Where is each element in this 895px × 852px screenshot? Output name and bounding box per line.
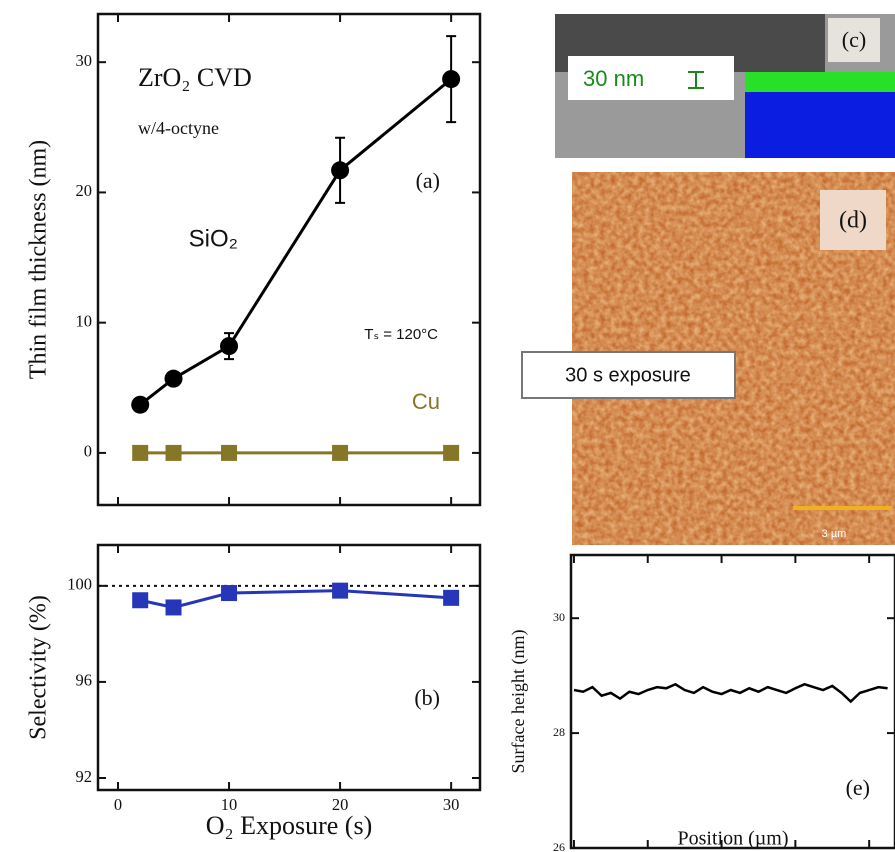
scale-label: 3 µm <box>822 528 847 540</box>
data-point <box>221 444 238 461</box>
series-line <box>573 682 888 704</box>
scale-bar <box>688 71 704 89</box>
y-tick-label: 28 <box>553 725 565 739</box>
panel-c: (c) 30 nm <box>555 14 895 158</box>
data-point <box>443 589 460 606</box>
y-tick-label: 30 <box>76 51 93 70</box>
data-point <box>165 444 182 461</box>
y-axis-label: Selectivity (%) <box>26 595 52 740</box>
annotation: Cu <box>412 389 440 414</box>
y-tick-label: 100 <box>67 575 92 594</box>
data-point <box>332 444 349 461</box>
annotation: Tₛ = 120°C <box>364 326 438 343</box>
y-tick-label: 0 <box>84 442 92 461</box>
panel-label: (c) <box>842 27 866 52</box>
data-point <box>132 444 149 461</box>
data-point <box>331 161 350 180</box>
annotation: (b) <box>414 685 440 710</box>
label-box <box>820 190 886 250</box>
data-point <box>442 70 461 89</box>
data-point <box>164 369 183 388</box>
annotation: (e) <box>846 775 870 800</box>
film-layer <box>745 72 895 92</box>
annotation: (a) <box>416 168 440 193</box>
annotation: w/4-octyne <box>138 118 219 138</box>
x-axis-label: Position (µm) <box>678 828 789 850</box>
y-tick-label: 30 <box>553 610 565 624</box>
y-tick-label: 96 <box>76 671 93 690</box>
plot-frame <box>96 12 482 507</box>
x-tick-label: 10 <box>221 795 238 814</box>
data-point <box>332 582 349 599</box>
caption-box <box>521 351 736 399</box>
y-tick-label: 92 <box>76 767 93 786</box>
x-tick-label: 20 <box>332 795 349 814</box>
y-axis-label: Surface height (nm) <box>508 630 529 774</box>
panel-d: (d) 3 µm 30 s exposure <box>521 172 895 545</box>
plot-frame <box>569 553 895 850</box>
panel-label: (d) <box>839 208 867 234</box>
y-tick-label: 26 <box>553 840 565 852</box>
x-tick-label: 0 <box>114 795 122 814</box>
y-tick-label: 20 <box>76 181 93 200</box>
annotation: ZrO₂ CVD <box>138 63 252 92</box>
y-axis-label: Thin film thickness (nm) <box>26 140 52 379</box>
data-point <box>220 337 239 356</box>
data-point <box>131 395 150 414</box>
substrate-layer <box>745 92 895 158</box>
data-point <box>132 592 149 609</box>
data-point <box>165 599 182 616</box>
x-tick-label: 30 <box>443 795 460 814</box>
caption: 30 s exposure <box>565 364 691 386</box>
plot-frame <box>96 543 482 792</box>
label-box <box>828 18 880 62</box>
scale-label: 30 nm <box>583 66 644 91</box>
data-point <box>443 444 460 461</box>
x-axis-label: O₂ Exposure (s) <box>206 811 372 840</box>
label-box <box>568 56 734 100</box>
y-tick-label: 10 <box>76 311 93 330</box>
series-line <box>139 589 452 609</box>
data-point <box>221 585 238 602</box>
annotation: SiO₂ <box>189 225 238 252</box>
